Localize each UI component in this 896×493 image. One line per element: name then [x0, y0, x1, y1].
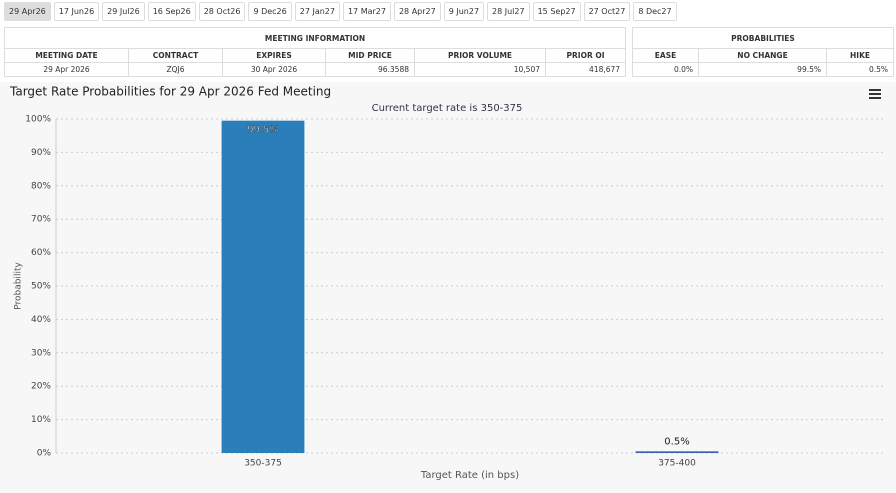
table-cell: 0.0%	[632, 62, 699, 77]
table-cell: 96.3588	[325, 62, 415, 77]
y-tick-label: 40%	[31, 315, 51, 325]
x-tick-label: 375-400	[658, 459, 696, 469]
table-cell: 10,507	[414, 62, 546, 77]
x-axis-label: Target Rate (in bps)	[420, 470, 519, 481]
y-tick-label: 90%	[31, 148, 51, 158]
column-header: MEETING DATE	[4, 48, 129, 63]
column-header: HIKE	[825, 48, 895, 63]
y-tick-label: 80%	[31, 181, 51, 191]
y-tick-label: 100%	[25, 115, 51, 125]
column-header: NO CHANGE	[698, 48, 827, 63]
tab[interactable]: 27 Jan27	[294, 2, 340, 21]
tab[interactable]: 16 Sep26	[147, 2, 196, 21]
menu-button[interactable]	[869, 89, 881, 99]
tab[interactable]: 17 Jun26	[53, 2, 100, 21]
tab[interactable]: 29 Apr26	[4, 2, 51, 21]
probabilities-table: PROBABILITIES EASE NO CHANGE HIKE 0.0% 99.5%…	[631, 27, 895, 77]
meeting-info-table: MEETING INFORMATION MEETING DATE CONTRACT…	[3, 27, 627, 77]
column-header: PRIOR OI	[544, 48, 627, 63]
table-cell: 99.5%	[698, 62, 827, 77]
data-label: 0.5%	[664, 436, 689, 447]
column-header: PRIOR VOLUME	[414, 48, 546, 63]
y-tick-label: 50%	[31, 282, 51, 292]
chart-title: Target Rate Probabilities for 29 Apr 202…	[9, 85, 331, 99]
tab[interactable]: 9 Jun27	[443, 2, 485, 21]
y-tick-label: 70%	[31, 215, 51, 225]
y-tick-label: 0%	[37, 449, 52, 459]
column-header: EXPIRES	[222, 48, 326, 63]
column-header: MID PRICE	[325, 48, 415, 63]
y-tick-label: 10%	[31, 415, 51, 425]
table-cell: 418,677	[544, 62, 627, 77]
tab[interactable]: 27 Oct27	[583, 2, 631, 21]
table-cell: 30 Apr 2026	[222, 62, 326, 77]
y-tick-label: 30%	[31, 348, 51, 358]
tab[interactable]: 28 Oct26	[198, 2, 246, 21]
x-tick-label: 350-375	[244, 459, 282, 469]
column-header: CONTRACT	[128, 48, 223, 63]
table-cell: ZQJ6	[128, 62, 223, 77]
tab[interactable]: 15 Sep27	[532, 2, 581, 21]
data-label: 99.5%	[247, 125, 279, 136]
chart-subtitle: Current target rate is 350-375	[372, 103, 523, 114]
table-title: MEETING INFORMATION	[3, 27, 627, 49]
y-axis-label: Probability	[14, 262, 24, 310]
table-cell: 0.5%	[825, 62, 895, 77]
y-tick-label: 20%	[31, 382, 51, 392]
tab[interactable]: 8 Dec27	[633, 2, 677, 21]
tab[interactable]: 28 Apr27	[393, 2, 441, 21]
bar	[221, 120, 305, 454]
tab[interactable]: 17 Mar27	[342, 2, 391, 21]
table-cell: 29 Apr 2026	[4, 62, 129, 77]
y-tick-label: 60%	[31, 248, 51, 258]
tab-bar: 29 Apr26 17 Jun26 29 Jul26 16 Sep26 28 Oct26…	[4, 2, 677, 21]
chart-background	[0, 82, 896, 493]
table-title: PROBABILITIES	[631, 27, 895, 49]
tab[interactable]: 29 Jul26	[102, 2, 145, 21]
chart: Target Rate Probabilities for 29 Apr 202…	[0, 82, 896, 493]
column-header: EASE	[632, 48, 699, 63]
tab[interactable]: 9 Dec26	[248, 2, 292, 21]
bar	[635, 451, 719, 453]
tab[interactable]: 28 Jul27	[487, 2, 530, 21]
